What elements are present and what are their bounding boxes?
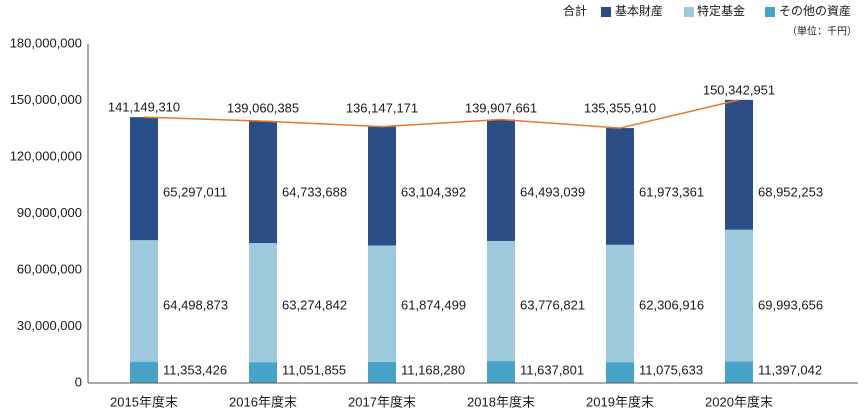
- y-tick-label: 90,000,000: [17, 205, 82, 220]
- segment-value-label: 63,776,821: [520, 297, 585, 312]
- bar-segment: [368, 126, 396, 246]
- legend: 合計 基本財産 特定基金 その他の資産: [563, 3, 851, 18]
- segment-value-label: 11,168,280: [401, 362, 465, 377]
- unit-label: （単位：千円）: [787, 25, 857, 38]
- legend-label-sonota-shisan: その他の資産: [779, 3, 851, 18]
- y-tick-label: 60,000,000: [17, 261, 82, 276]
- segment-value-label: 11,051,855: [282, 362, 346, 377]
- bar-segment: [487, 119, 515, 241]
- total-value-label: 139,907,661: [465, 100, 537, 115]
- category-labels: 2015年度末 2016年度末 2017年度末 2018年度末 2019年度末 2020年…: [110, 394, 773, 409]
- total-value-label: 150,342,951: [703, 82, 775, 97]
- segment-value-label: 65,297,011: [163, 184, 227, 199]
- segment-value-labels: 11,353,426 64,498,873 65,297,011 11,051,855…: [163, 184, 823, 377]
- segment-value-label: 64,498,873: [163, 297, 228, 312]
- total-line: [143, 99, 740, 129]
- bars: [130, 99, 753, 383]
- bar-segment: [725, 361, 753, 383]
- legend-label-total: 合計: [563, 3, 587, 18]
- total-value-label: 135,355,910: [584, 100, 656, 115]
- segment-value-label: 64,493,039: [520, 184, 585, 199]
- category-label: 2017年度末: [348, 394, 416, 409]
- bar-segment: [606, 128, 634, 245]
- segment-value-label: 64,733,688: [282, 184, 347, 199]
- bar-segment: [249, 121, 277, 244]
- segment-value-label: 62,306,916: [639, 297, 704, 312]
- segment-value-label: 11,353,426: [163, 362, 227, 377]
- legend-swatch-sonota-shisan: [765, 7, 775, 17]
- bar-segment: [725, 229, 753, 362]
- segment-value-label: 63,104,392: [401, 184, 466, 199]
- category-label: 2020年度末: [705, 394, 773, 409]
- segment-value-label: 11,075,633: [639, 362, 703, 377]
- bar-segment: [249, 362, 277, 383]
- segment-value-label: 11,637,801: [520, 362, 584, 377]
- bar-segment: [130, 361, 158, 383]
- bar-segment: [368, 245, 396, 362]
- y-tick-label: 120,000,000: [10, 148, 82, 163]
- category-label: 2019年度末: [586, 394, 654, 409]
- y-tick-label: 180,000,000: [10, 35, 82, 50]
- legend-label-tokutei-kikin: 特定基金: [697, 3, 745, 18]
- bar-segment: [368, 361, 396, 383]
- bar-segment: [606, 244, 634, 363]
- legend-label-kihon-zaisan: 基本財産: [615, 3, 663, 18]
- total-value-label: 136,147,171: [346, 100, 418, 115]
- segment-value-label: 61,874,499: [401, 297, 466, 312]
- y-tick-label: 150,000,000: [10, 92, 82, 107]
- bar-segment: [487, 240, 515, 362]
- total-value-label: 141,149,310: [108, 100, 180, 115]
- bar-segment: [130, 117, 158, 241]
- bar-segment: [487, 361, 515, 383]
- legend-swatch-tokutei-kikin: [684, 7, 694, 17]
- segment-value-label: 63,274,842: [282, 297, 347, 312]
- segment-value-label: 69,993,656: [758, 297, 823, 312]
- segment-value-label: 11,397,042: [758, 362, 822, 377]
- bar-segment: [249, 243, 277, 363]
- legend-swatch-kihon-zaisan: [601, 7, 611, 17]
- bar-segment: [725, 99, 753, 230]
- category-label: 2015年度末: [110, 394, 178, 409]
- y-tick-label: 0: [75, 374, 82, 389]
- segment-value-label: 61,973,361: [639, 184, 704, 199]
- y-axis-ticks: 0 30,000,000 60,000,000 90,000,000 120,000,0…: [10, 35, 82, 389]
- bar-segment: [606, 362, 634, 383]
- category-label: 2016年度末: [229, 394, 297, 409]
- category-label: 2018年度末: [467, 394, 535, 409]
- total-value-label: 139,060,385: [227, 100, 299, 115]
- y-tick-label: 30,000,000: [17, 318, 82, 333]
- segment-value-label: 68,952,253: [758, 184, 823, 199]
- bar-segment: [130, 240, 158, 362]
- total-value-labels: 141,149,310 139,060,385 136,147,171 139,907…: [108, 82, 775, 115]
